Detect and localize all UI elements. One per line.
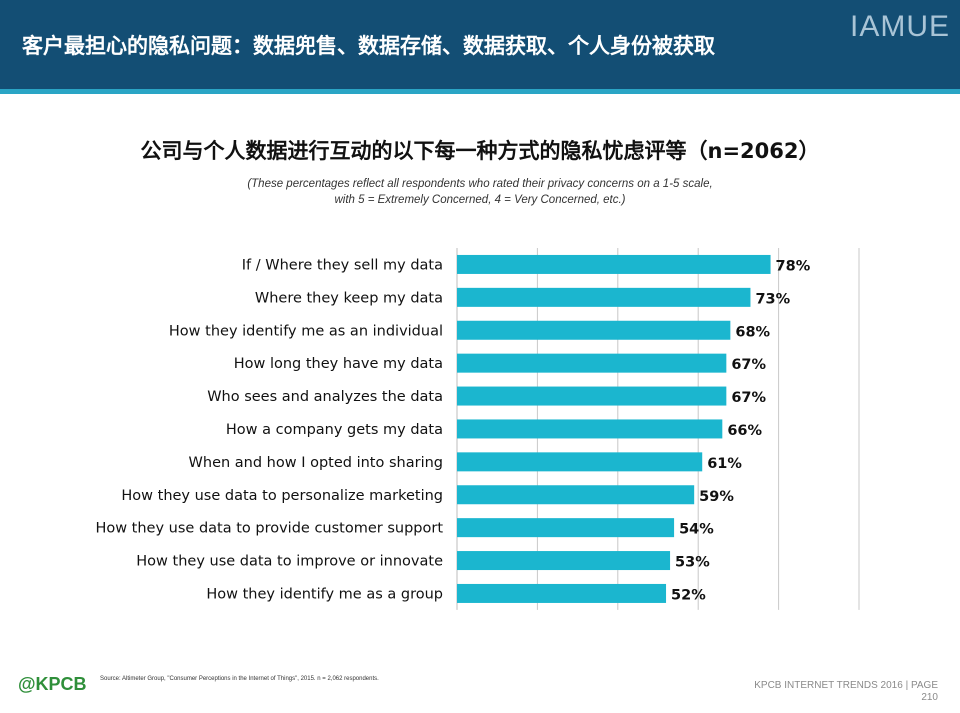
category-label: How they use data to improve or innovate [136,554,443,570]
category-label: When and how I opted into sharing [189,455,443,471]
data-label: 67% [731,357,766,373]
bar [457,353,727,373]
slide-title: 客户最担心的隐私问题：数据兜售、数据存储、数据获取、个人身份被获取 [22,34,715,58]
header-bar [0,0,960,89]
bar [457,386,727,406]
bar-chart: If / Where they sell my data 78% Where the… [95,248,860,610]
data-label: 52% [671,587,706,603]
category-label: Where they keep my data [255,290,443,306]
category-label: How they identify me as a group [206,586,443,602]
bar [457,452,703,472]
chart-title: 公司与个人数据进行互动的以下每一种方式的隐私忧虑评等（n=2062） [140,139,820,163]
chart-note-line-1: (These percentages reflect all responden… [247,178,713,190]
category-label: If / Where they sell my data [242,257,443,273]
data-label: 73% [755,291,790,307]
bar [457,583,667,603]
bar [457,254,771,274]
chart-note: (These percentages reflect all responden… [0,176,960,208]
data-label: 61% [707,456,742,472]
category-label: How they use data to provide customer su… [95,521,443,537]
data-label: 54% [679,522,714,538]
brand-watermark: IAMUE [849,10,950,43]
bar [457,287,751,307]
bar [457,518,675,538]
data-label: 59% [699,489,734,505]
bar [457,551,671,571]
data-label: 66% [727,423,762,439]
footer-page-info: KPCB INTERNET TRENDS 2016 | PAGE 210 [754,680,938,704]
chart-note-line-2: with 5 = Extremely Concerned, 4 = Very C… [334,194,626,206]
kpcb-logo: @KPCB [18,674,87,694]
header-accent-stripe [0,89,960,94]
category-label: How they use data to personalize marketi… [121,488,443,504]
report-label: KPCB INTERNET TRENDS 2016 | PAGE [754,680,938,691]
category-label: How they identify me as an individual [169,323,443,339]
data-label: 53% [675,555,710,571]
page-number: 210 [921,692,938,703]
data-label: 78% [776,258,811,274]
category-label: How a company gets my data [226,422,443,438]
bar [457,419,723,439]
category-label: Who sees and analyzes the data [207,389,443,405]
data-label: 67% [731,390,766,406]
bar [457,320,731,340]
source-note: Source: Altimeter Group, "Consumer Perce… [100,676,379,682]
data-label: 68% [735,324,770,340]
category-label: How long they have my data [234,356,443,372]
bar [457,485,695,505]
